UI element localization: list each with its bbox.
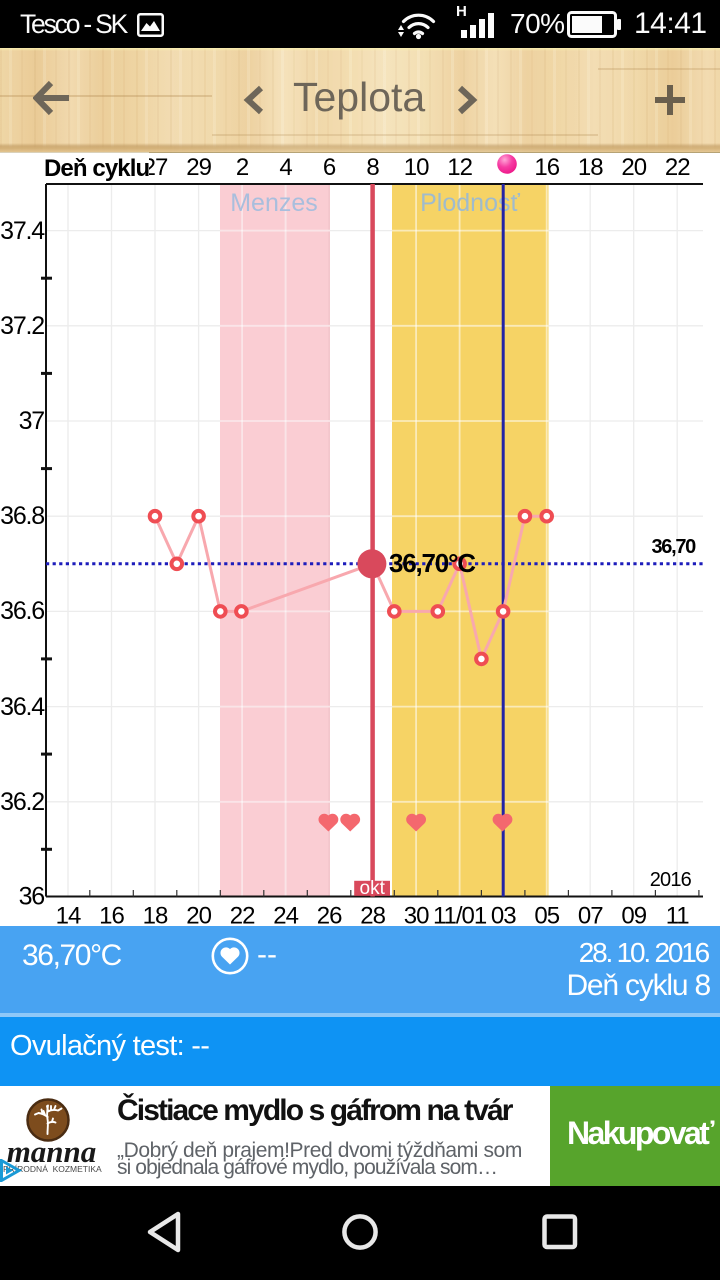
svg-text:2016: 2016 [650, 869, 692, 891]
svg-text:20: 20 [621, 154, 646, 181]
svg-text:14: 14 [56, 903, 81, 927]
svg-text:22: 22 [665, 154, 690, 181]
svg-text:18: 18 [578, 154, 603, 181]
svg-text:20: 20 [186, 903, 211, 927]
svg-text:36.6: 36.6 [0, 597, 44, 625]
svg-text:37.4: 37.4 [0, 217, 45, 245]
svg-text:12: 12 [447, 154, 472, 181]
svg-text:24: 24 [273, 903, 298, 927]
svg-text:Deň cyklu: Deň cyklu [44, 155, 150, 182]
svg-text:16: 16 [99, 903, 124, 927]
svg-text:30: 30 [404, 903, 429, 927]
svg-text:37.2: 37.2 [0, 312, 44, 340]
svg-text:16: 16 [534, 154, 559, 181]
svg-text:36,70°C: 36,70°C [389, 548, 476, 578]
svg-text:8: 8 [366, 154, 379, 181]
svg-text:05: 05 [534, 903, 559, 927]
svg-text:36.2: 36.2 [0, 788, 44, 816]
svg-text:37: 37 [19, 407, 45, 435]
svg-text:6: 6 [323, 154, 336, 181]
svg-text:36.4: 36.4 [0, 693, 45, 721]
svg-text:03: 03 [491, 903, 516, 927]
svg-text:11: 11 [666, 903, 690, 927]
svg-text:18: 18 [143, 903, 168, 927]
svg-text:36,70: 36,70 [651, 536, 696, 558]
svg-text:09: 09 [621, 903, 646, 927]
svg-text:10: 10 [404, 154, 429, 181]
svg-text:11/01: 11/01 [433, 903, 487, 927]
svg-text:36.8: 36.8 [0, 502, 44, 530]
svg-text:4: 4 [279, 154, 292, 181]
svg-text:2: 2 [236, 154, 249, 181]
svg-text:07: 07 [578, 903, 603, 927]
svg-text:28: 28 [360, 903, 385, 927]
svg-text:Plodnosť: Plodnosť [420, 189, 520, 217]
svg-text:29: 29 [186, 154, 211, 181]
svg-text:Menzes: Menzes [230, 189, 318, 217]
svg-text:36: 36 [19, 883, 45, 911]
svg-text:26: 26 [317, 903, 342, 927]
svg-text:22: 22 [230, 903, 255, 927]
svg-text:okt: okt [360, 878, 386, 899]
